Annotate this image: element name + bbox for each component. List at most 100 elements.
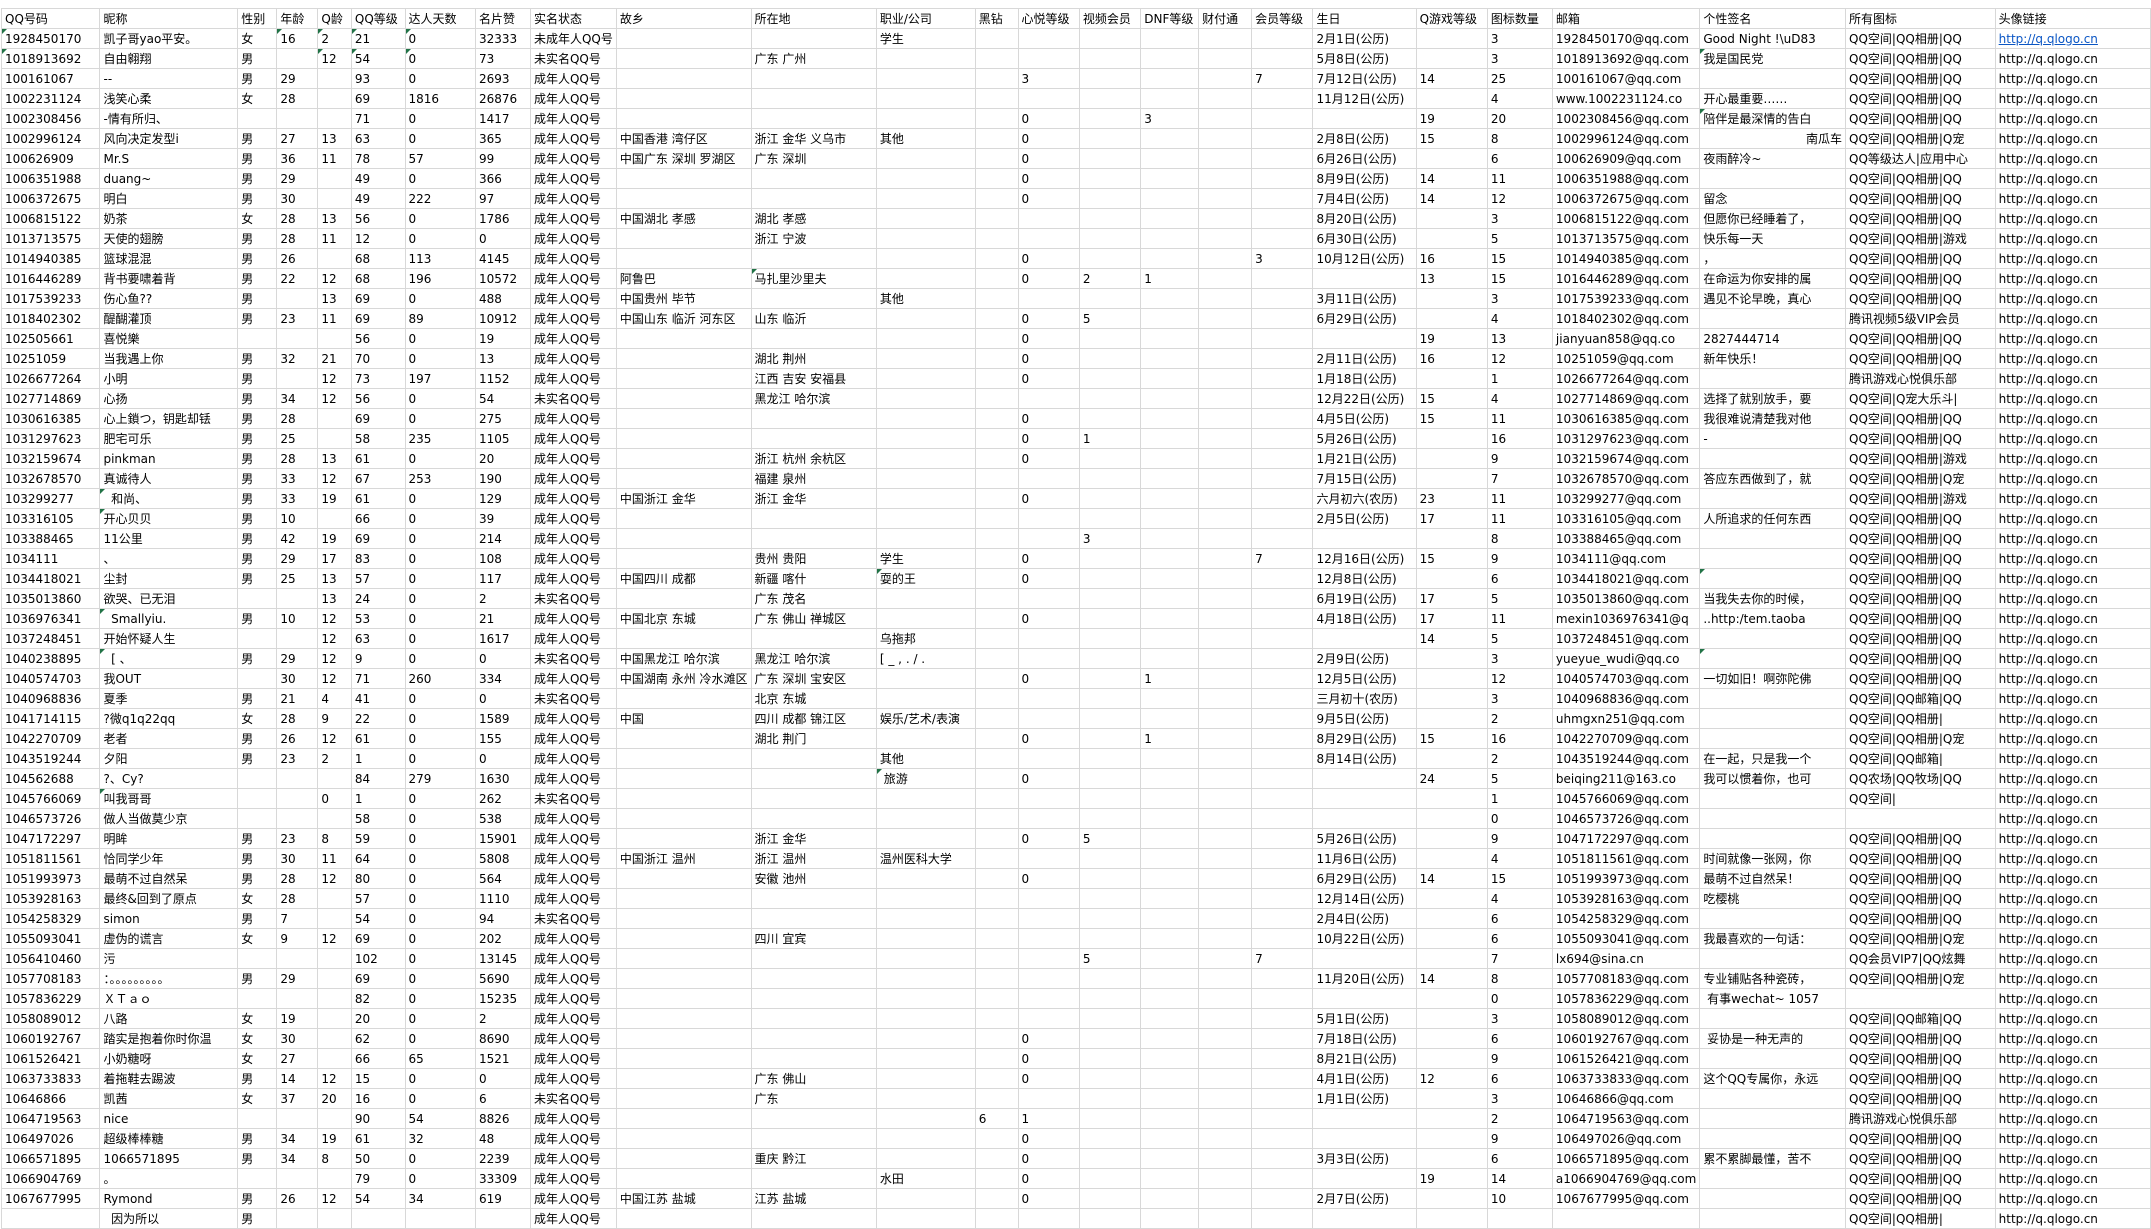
cell-zan[interactable]: 21 <box>474 608 531 629</box>
cell-age[interactable]: 19 <box>276 1008 319 1029</box>
cell-vip[interactable] <box>1251 228 1314 249</box>
cell-daren[interactable]: 0 <box>404 128 476 149</box>
cell-avatar[interactable]: http://q.qlogo.cn <box>1994 1128 2151 1149</box>
cell-gender[interactable] <box>237 628 278 649</box>
cell-dnf[interactable] <box>1140 308 1200 329</box>
cell-birthday[interactable] <box>1312 108 1417 129</box>
cell-video[interactable]: 3 <box>1078 528 1142 549</box>
cell-nick[interactable]: 着拖鞋去踢波 <box>99 1068 239 1089</box>
cell-realname[interactable]: 成年人QQ号 <box>529 488 617 509</box>
cell-qgame[interactable]: 14 <box>1415 968 1488 989</box>
cell-icon_count[interactable]: 7 <box>1486 948 1553 969</box>
cell-qq[interactable]: 1040238895 <box>0 648 101 669</box>
cell-realname[interactable]: 成年人QQ号 <box>529 608 617 629</box>
cell-location[interactable] <box>750 988 877 1009</box>
cell-xinyue[interactable] <box>1017 228 1080 249</box>
cell-realname[interactable]: 未实名QQ号 <box>529 688 617 709</box>
cell-dnf[interactable] <box>1140 928 1200 949</box>
cell-birthday[interactable]: 3月11日(公历) <box>1312 288 1417 309</box>
cell-vip[interactable] <box>1251 308 1314 329</box>
cell-qage[interactable]: 12 <box>317 1188 352 1209</box>
cell-zan[interactable]: 2 <box>474 1008 531 1029</box>
cell-vip[interactable] <box>1251 848 1314 869</box>
cell-nick[interactable]: 夏季 <box>99 688 239 709</box>
cell-hometown[interactable] <box>615 1088 752 1109</box>
column-header-qq[interactable]: QQ号码 <box>0 8 101 29</box>
cell-gender[interactable]: 男 <box>237 1188 278 1209</box>
cell-level[interactable]: 16 <box>350 1088 406 1109</box>
cell-realname[interactable]: 成年人QQ号 <box>529 168 617 189</box>
cell-realname[interactable]: 成年人QQ号 <box>529 968 617 989</box>
cell-birthday[interactable]: 2月1日(公历) <box>1312 28 1417 49</box>
cell-heizuan[interactable] <box>974 128 1019 149</box>
cell-dnf[interactable] <box>1140 748 1200 769</box>
cell-dnf[interactable] <box>1140 368 1200 389</box>
cell-xinyue[interactable]: 0 <box>1017 448 1080 469</box>
cell-location[interactable] <box>750 888 877 909</box>
cell-gender[interactable]: 男 <box>237 428 278 449</box>
cell-all_icons[interactable]: QQ空间| <box>1845 788 1996 809</box>
cell-qage[interactable] <box>317 908 352 929</box>
cell-age[interactable]: 28 <box>276 408 319 429</box>
cell-level[interactable]: 64 <box>350 848 406 869</box>
cell-xinyue[interactable] <box>1017 588 1080 609</box>
cell-nick[interactable]: Rymond <box>99 1188 239 1209</box>
cell-gender[interactable] <box>237 668 278 689</box>
cell-location[interactable]: 浙江 金华 <box>750 828 877 849</box>
cell-email[interactable]: 1006372675@qq.com <box>1551 188 1701 209</box>
cell-job[interactable] <box>875 428 976 449</box>
cell-birthday[interactable]: 10月12日(公历) <box>1312 248 1417 269</box>
cell-avatar[interactable]: http://q.qlogo.cn <box>1994 448 2151 469</box>
cell-daren[interactable]: 1816 <box>404 88 476 109</box>
avatar-link[interactable]: http://q.qlogo.cn <box>1998 1171 2098 1186</box>
cell-xinyue[interactable]: 0 <box>1017 308 1080 329</box>
cell-qgame[interactable]: 14 <box>1415 68 1488 89</box>
cell-age[interactable] <box>276 1108 319 1129</box>
cell-video[interactable] <box>1078 88 1142 109</box>
column-header-all_icons[interactable]: 所有图标 <box>1845 8 1996 29</box>
cell-level[interactable]: 57 <box>350 568 406 589</box>
cell-realname[interactable]: 成年人QQ号 <box>529 768 617 789</box>
cell-birthday[interactable]: 1月21日(公历) <box>1312 448 1417 469</box>
cell-age[interactable]: 22 <box>276 268 319 289</box>
cell-avatar[interactable]: http://q.qlogo.cn <box>1994 988 2151 1009</box>
avatar-link[interactable]: http://q.qlogo.cn <box>1998 911 2098 926</box>
cell-realname[interactable]: 成年人QQ号 <box>529 248 617 269</box>
cell-all_icons[interactable]: QQ空间|QQ相册|QQ <box>1845 868 1996 889</box>
cell-caifutong[interactable] <box>1198 1048 1253 1069</box>
cell-dnf[interactable]: 1 <box>1140 668 1200 689</box>
cell-heizuan[interactable] <box>974 168 1019 189</box>
cell-realname[interactable]: 成年人QQ号 <box>529 828 617 849</box>
cell-icon_count[interactable]: 5 <box>1486 628 1553 649</box>
cell-dnf[interactable]: 1 <box>1140 728 1200 749</box>
cell-job[interactable]: 其他 <box>875 128 976 149</box>
cell-vip[interactable] <box>1251 328 1314 349</box>
cell-zan[interactable]: 1617 <box>474 628 531 649</box>
cell-nick[interactable]: 浅笑心柔 <box>99 88 239 109</box>
cell-signature[interactable] <box>1699 488 1847 509</box>
cell-all_icons[interactable]: QQ空间|QQ相册|Q宠 <box>1845 728 1996 749</box>
cell-zan[interactable]: 129 <box>474 488 531 509</box>
cell-gender[interactable]: 男 <box>237 548 278 569</box>
cell-qgame[interactable] <box>1415 748 1488 769</box>
cell-video[interactable]: 5 <box>1078 828 1142 849</box>
cell-heizuan[interactable] <box>974 1008 1019 1029</box>
cell-gender[interactable]: 男 <box>237 348 278 369</box>
cell-gender[interactable]: 女 <box>237 28 278 49</box>
cell-icon_count[interactable]: 9 <box>1486 1128 1553 1149</box>
cell-daren[interactable]: 235 <box>404 428 476 449</box>
cell-qq[interactable]: 10646866 <box>0 1088 101 1109</box>
column-header-hometown[interactable]: 故乡 <box>615 8 752 29</box>
cell-all_icons[interactable]: QQ空间|QQ相册|QQ <box>1845 1068 1996 1089</box>
cell-age[interactable] <box>276 48 319 69</box>
cell-daren[interactable]: 0 <box>404 388 476 409</box>
cell-zan[interactable]: 0 <box>474 1068 531 1089</box>
cell-age[interactable]: 26 <box>276 1188 319 1209</box>
cell-video[interactable] <box>1078 608 1142 629</box>
cell-xinyue[interactable]: 0 <box>1017 868 1080 889</box>
cell-daren[interactable]: 196 <box>404 268 476 289</box>
cell-signature[interactable]: 陪伴是最深情的告白 <box>1699 108 1847 129</box>
cell-qage[interactable]: 12 <box>317 388 352 409</box>
cell-signature[interactable]: 专业铺贴各种瓷砖， <box>1699 968 1847 989</box>
cell-realname[interactable]: 成年人QQ号 <box>529 148 617 169</box>
